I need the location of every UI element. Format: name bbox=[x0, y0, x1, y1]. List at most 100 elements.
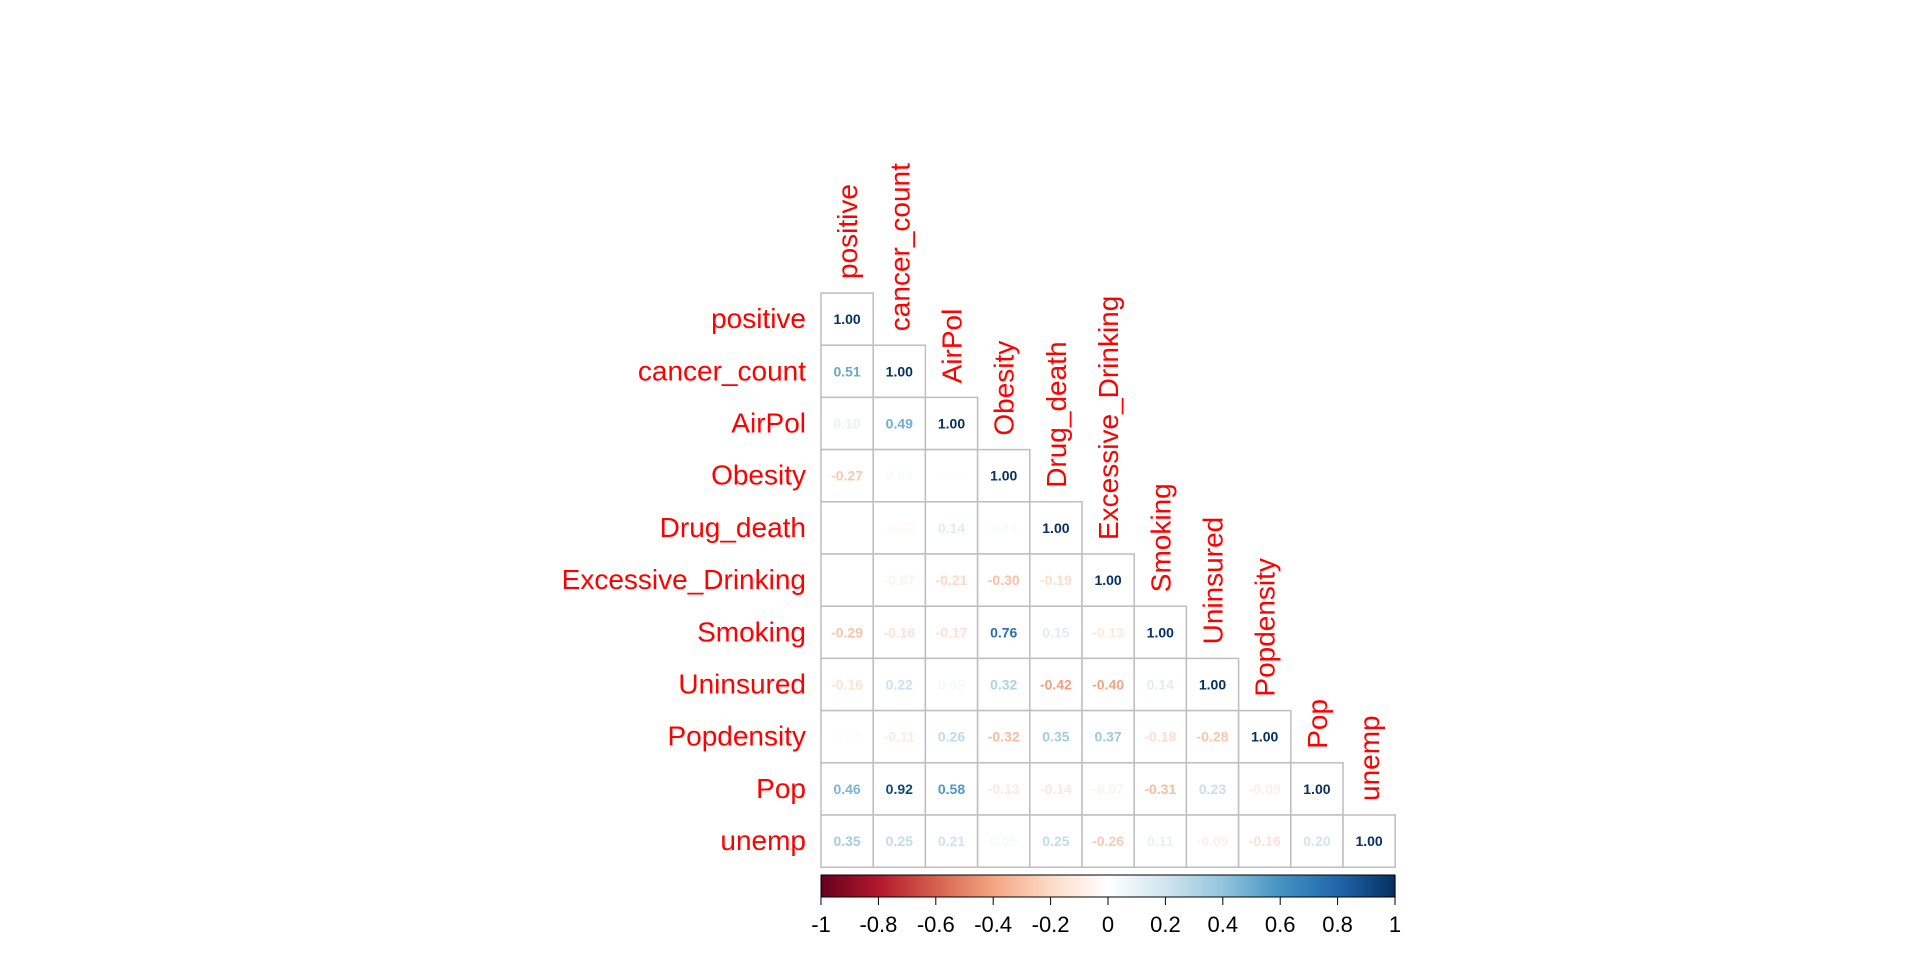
colorbar-segment bbox=[1044, 875, 1049, 897]
matrix-cell bbox=[976, 605, 1031, 660]
colorbar-segment bbox=[1156, 875, 1161, 897]
colorbar-segment bbox=[1108, 875, 1112, 897]
row-label: Obesity bbox=[711, 460, 806, 491]
colorbar-segment bbox=[1007, 875, 1012, 897]
colorbar-tick-label: 0.4 bbox=[1208, 912, 1239, 937]
colorbar-segment bbox=[970, 875, 974, 897]
colorbar-segment bbox=[843, 875, 848, 897]
colorbar-segment bbox=[849, 875, 854, 897]
colorbar-segment bbox=[918, 875, 923, 897]
matrix-cell bbox=[924, 501, 979, 555]
colorbar-segment bbox=[1283, 875, 1287, 897]
cell-value: -0.42 bbox=[1040, 677, 1072, 693]
colorbar-segment bbox=[1056, 875, 1060, 897]
colorbar-tick-label: 1 bbox=[1389, 912, 1401, 937]
colorbar-segment bbox=[884, 875, 888, 897]
colorbar-segment bbox=[823, 875, 828, 897]
colorbar-segment bbox=[1099, 875, 1103, 897]
matrix-cell bbox=[1133, 762, 1188, 816]
row-label: cancer_count bbox=[638, 355, 806, 386]
colorbar-segment bbox=[1191, 875, 1195, 897]
colorbar-segment bbox=[958, 875, 963, 897]
matrix-cell bbox=[976, 553, 1031, 607]
cell-value: -0.32 bbox=[988, 729, 1020, 745]
colorbar-segment bbox=[1294, 875, 1299, 897]
colorbar-segment bbox=[1334, 875, 1339, 897]
colorbar-segment bbox=[1331, 875, 1336, 897]
cell-value: -0.03 bbox=[883, 520, 915, 536]
colorbar-segment bbox=[1297, 875, 1301, 897]
row-label: positive bbox=[711, 303, 806, 334]
colorbar-segment bbox=[1326, 875, 1330, 897]
colorbar-segment bbox=[907, 875, 911, 897]
matrix-cell bbox=[1081, 814, 1135, 868]
matrix-cell bbox=[872, 814, 927, 868]
cell-value: -0.19 bbox=[1040, 572, 1072, 588]
colorbar-segment bbox=[1248, 875, 1253, 897]
matrix-cell bbox=[924, 657, 979, 712]
colorbar-segment bbox=[1199, 875, 1204, 897]
colorbar-segment bbox=[1277, 875, 1281, 897]
cell-value: 0.22 bbox=[886, 677, 913, 693]
colorbar-segment bbox=[1036, 875, 1040, 897]
colorbar-segment bbox=[1363, 875, 1367, 897]
cell-value: 1.00 bbox=[1094, 572, 1121, 588]
colorbar-segment bbox=[1202, 875, 1207, 897]
colorbar-segment bbox=[1386, 875, 1390, 897]
matrix-cell bbox=[1133, 605, 1188, 660]
cell-value: 0.20 bbox=[1303, 833, 1330, 849]
cell-value: -0.09 bbox=[1197, 833, 1229, 849]
colorbar-segment bbox=[978, 875, 983, 897]
cell-value: -0.07 bbox=[883, 572, 915, 588]
cell-value: 0.23 bbox=[1199, 781, 1226, 797]
colorbar-segment bbox=[1079, 875, 1083, 897]
colorbar-segment bbox=[1369, 875, 1373, 897]
matrix-cell bbox=[924, 709, 979, 764]
colorbar-segment bbox=[1366, 875, 1370, 897]
colorbar-segment bbox=[838, 875, 842, 897]
cell-value: 1.00 bbox=[1042, 520, 1069, 536]
colorbar-tick-label: 0.8 bbox=[1322, 912, 1353, 937]
colorbar-segment bbox=[961, 875, 966, 897]
colorbar-segment bbox=[1314, 875, 1319, 897]
colorbar-segment bbox=[1340, 875, 1344, 897]
cell-value: 0.05 bbox=[990, 833, 1017, 849]
cell-value: 0.32 bbox=[990, 677, 1017, 693]
matrix-cell bbox=[1081, 762, 1135, 816]
column-label: AirPol bbox=[937, 309, 968, 384]
cell-value: -0.16 bbox=[883, 624, 915, 640]
colorbar-segment bbox=[1062, 875, 1066, 897]
colorbar-segment bbox=[1142, 875, 1146, 897]
colorbar-segment bbox=[1262, 875, 1267, 897]
colorbar-segment bbox=[861, 875, 865, 897]
column-label: Smoking bbox=[1145, 483, 1176, 592]
colorbar-segment bbox=[1323, 875, 1327, 897]
colorbar-segment bbox=[941, 875, 946, 897]
cell-value: 1.00 bbox=[886, 363, 913, 379]
row-label: Popdensity bbox=[667, 721, 806, 752]
colorbar-segment bbox=[1110, 875, 1115, 897]
matrix-cell bbox=[820, 553, 874, 607]
column-label: Excessive_Drinking bbox=[1093, 296, 1124, 540]
colorbar-segment bbox=[1303, 875, 1307, 897]
matrix-cell bbox=[1029, 501, 1083, 555]
colorbar-segment bbox=[973, 875, 977, 897]
matrix-cell bbox=[1237, 709, 1292, 764]
cell-value: 1.00 bbox=[1199, 677, 1226, 693]
colorbar-segment bbox=[864, 875, 868, 897]
cell-value: -0.26 bbox=[1092, 833, 1124, 849]
matrix-cell bbox=[820, 814, 874, 868]
colorbar-segment bbox=[1300, 875, 1304, 897]
row-label: Pop bbox=[756, 773, 806, 804]
colorbar-segment bbox=[932, 875, 937, 897]
colorbar-segment bbox=[1033, 875, 1037, 897]
colorbar-segment bbox=[1019, 875, 1023, 897]
cell-value: 0.46 bbox=[833, 781, 860, 797]
colorbar-segment bbox=[1119, 875, 1123, 897]
colorbar-segment bbox=[1130, 875, 1135, 897]
matrix-cell bbox=[924, 396, 979, 451]
colorbar-segment bbox=[930, 875, 934, 897]
colorbar-segment bbox=[1237, 875, 1241, 897]
colorbar-segment bbox=[1288, 875, 1293, 897]
